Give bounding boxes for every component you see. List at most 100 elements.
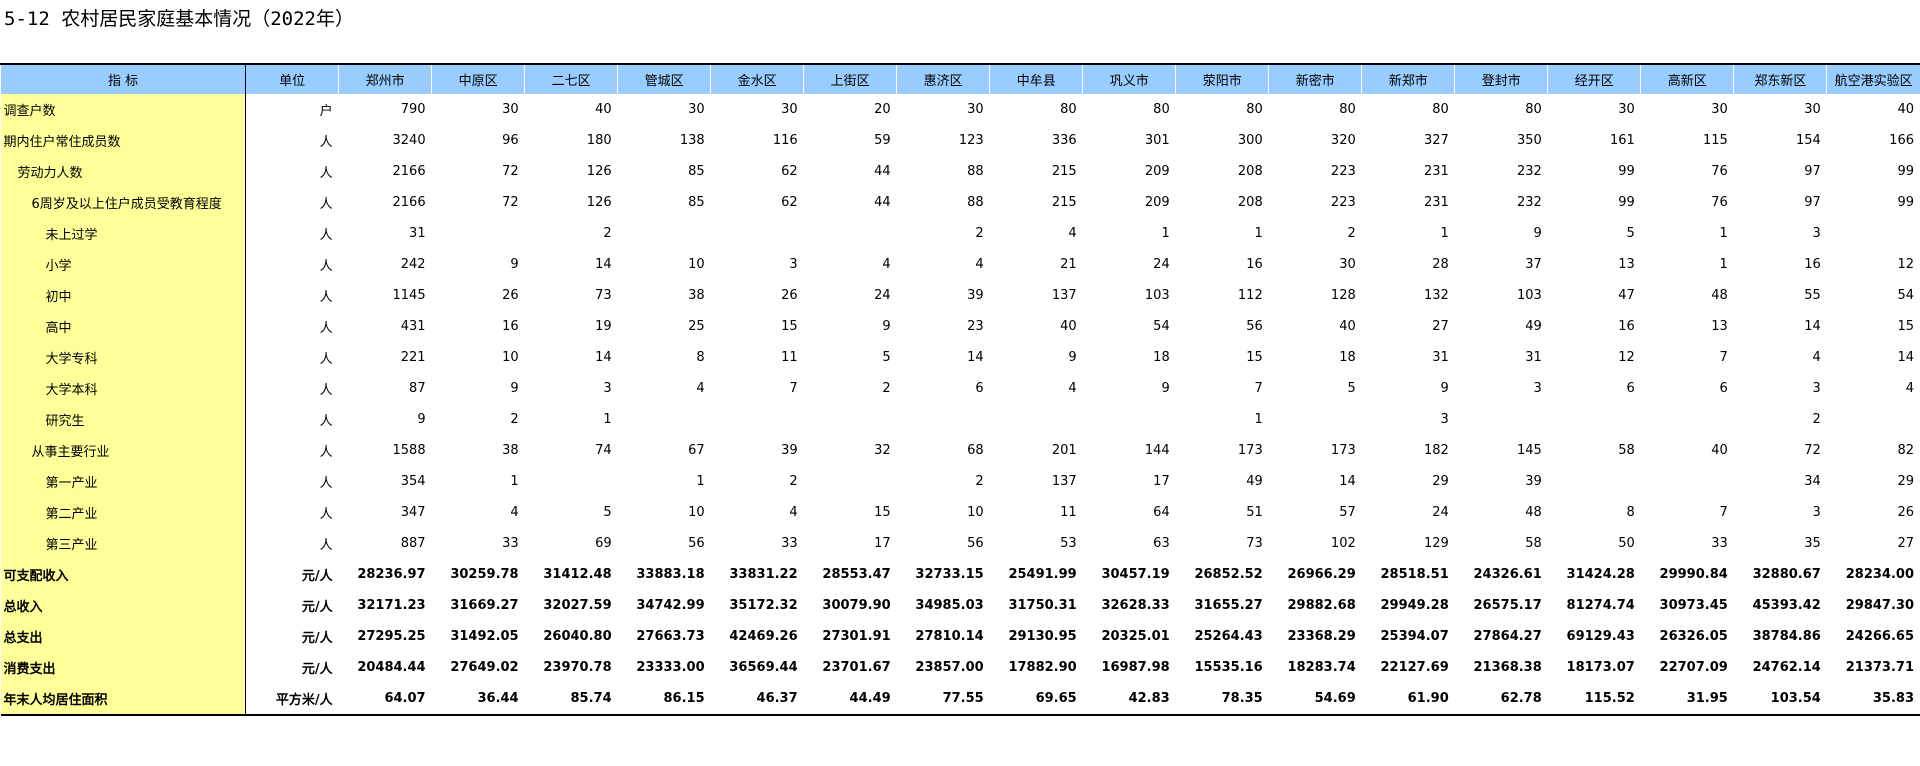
value-cell: 12 [1618, 350, 1635, 365]
value-cell: 76 [1711, 195, 1728, 210]
value-cell: 24762.14 [1752, 660, 1821, 675]
value-cell: 26 [781, 288, 798, 303]
value-cell: 21 [1060, 257, 1077, 272]
value-cell: 26966.29 [1287, 567, 1356, 582]
value-cell: 24 [874, 288, 891, 303]
value-cell: 16 [502, 319, 519, 334]
value-cell: 23333.00 [636, 660, 705, 675]
value-cell: 28234.00 [1845, 567, 1914, 582]
unit-cell: 人 [319, 197, 333, 212]
column-header: 上街区 [803, 63, 897, 94]
value-cell: 144 [1144, 443, 1170, 458]
value-cell: 33831.22 [729, 567, 798, 582]
value-cell: 30 [502, 102, 519, 117]
value-cell: 32880.67 [1752, 567, 1821, 582]
value-cell: 2 [789, 474, 798, 489]
value-cell: 99 [1897, 195, 1914, 210]
value-cell: 173 [1237, 443, 1263, 458]
value-cell: 31.95 [1640, 683, 1734, 716]
column-header: 登封市 [1454, 63, 1548, 94]
value-cell: 31 [1525, 350, 1542, 365]
value-cell: 1 [696, 474, 705, 489]
data-table: 指 标单位 郑州市 中原区 二七区 管城区 金水区 上街区 惠济区 中牟县 巩义市 荥阳市 新密市 新郑… [0, 63, 1920, 716]
value-cell: 73 [595, 288, 612, 303]
value-cell: 30973.45 [1659, 598, 1728, 613]
value-cell: 29130.95 [1008, 629, 1077, 644]
table-row: 劳动力人数 人 2166 72 126 85 62 44 88 215 209 208 223 231 23… [0, 156, 1920, 187]
value-cell: 22127.69 [1380, 660, 1449, 675]
value-cell: 80 [1339, 102, 1356, 117]
value-cell: 4 [1905, 381, 1914, 396]
value-cell: 72 [502, 164, 519, 179]
value-cell: 15 [874, 505, 891, 520]
value-cell: 69 [595, 536, 612, 551]
value-cell: 30 [781, 102, 798, 117]
value-cell: 154 [1796, 133, 1821, 148]
value-cell: 2166 [392, 195, 426, 210]
value-cell: 14 [967, 350, 984, 365]
value-cell: 44 [874, 195, 891, 210]
row-label: 第二产业 [0, 497, 247, 528]
value-cell [1827, 404, 1920, 435]
value-cell: 145 [1516, 443, 1542, 458]
value-cell: 3 [1812, 505, 1821, 520]
value-cell: 24266.65 [1845, 629, 1914, 644]
value-cell: 16987.98 [1101, 660, 1170, 675]
row-label: 消费支出 [0, 652, 247, 683]
table-row: 未上过学 人 31 2 2 4 1 1 2 1 9 5 1 3 [0, 218, 1920, 249]
value-cell: 182 [1423, 443, 1449, 458]
value-cell: 2 [1812, 412, 1821, 427]
value-cell: 86.15 [617, 683, 711, 716]
value-cell: 2 [975, 474, 984, 489]
value-cell: 103.54 [1733, 683, 1827, 716]
value-cell: 31669.27 [450, 598, 519, 613]
value-cell: 9 [510, 257, 519, 272]
unit-cell: 人 [319, 290, 333, 305]
unit-cell: 人 [319, 507, 333, 522]
value-cell [1641, 404, 1734, 435]
value-cell: 223 [1330, 164, 1356, 179]
value-cell: 26 [502, 288, 519, 303]
value-cell: 10 [502, 350, 519, 365]
value-cell: 1588 [392, 443, 426, 458]
unit-cell: 人 [319, 352, 333, 367]
row-label: 总支出 [0, 621, 247, 652]
table-row: 大学本科 人 87 9 3 4 7 2 6 4 9 7 5 9 3 6 6 3 4 [0, 373, 1920, 404]
value-cell: 54.69 [1268, 683, 1362, 716]
value-cell [618, 218, 711, 249]
value-cell [1641, 466, 1734, 497]
value-cell: 4 [1068, 226, 1077, 241]
value-cell: 300 [1237, 133, 1263, 148]
value-cell: 63 [1153, 536, 1170, 551]
value-cell: 8 [1626, 505, 1635, 520]
value-cell: 10 [967, 505, 984, 520]
value-cell: 1 [1719, 257, 1728, 272]
value-cell: 232 [1516, 195, 1542, 210]
value-cell: 208 [1237, 195, 1263, 210]
value-cell: 16 [1246, 257, 1263, 272]
value-cell: 29990.84 [1659, 567, 1728, 582]
value-cell: 80 [1060, 102, 1077, 117]
value-cell: 7 [1719, 505, 1728, 520]
value-cell: 88 [967, 164, 984, 179]
value-cell: 7 [1719, 350, 1728, 365]
value-cell: 18 [1339, 350, 1356, 365]
value-cell: 7 [1254, 381, 1263, 396]
value-cell: 6 [1719, 381, 1728, 396]
value-cell [1548, 466, 1641, 497]
value-cell: 97 [1804, 164, 1821, 179]
value-cell: 30259.78 [450, 567, 519, 582]
value-cell: 887 [400, 536, 426, 551]
value-cell: 64.07 [338, 683, 432, 716]
value-cell: 5 [882, 350, 891, 365]
value-cell: 61.90 [1361, 683, 1455, 716]
value-cell: 16 [1804, 257, 1821, 272]
row-label: 第三产业 [0, 528, 247, 559]
value-cell: 9 [1440, 381, 1449, 396]
value-cell: 85.74 [524, 683, 618, 716]
value-cell: 242 [400, 257, 426, 272]
value-cell: 17882.90 [1008, 660, 1077, 675]
value-cell: 30 [1618, 102, 1635, 117]
value-cell: 40 [595, 102, 612, 117]
value-cell: 18283.74 [1287, 660, 1356, 675]
